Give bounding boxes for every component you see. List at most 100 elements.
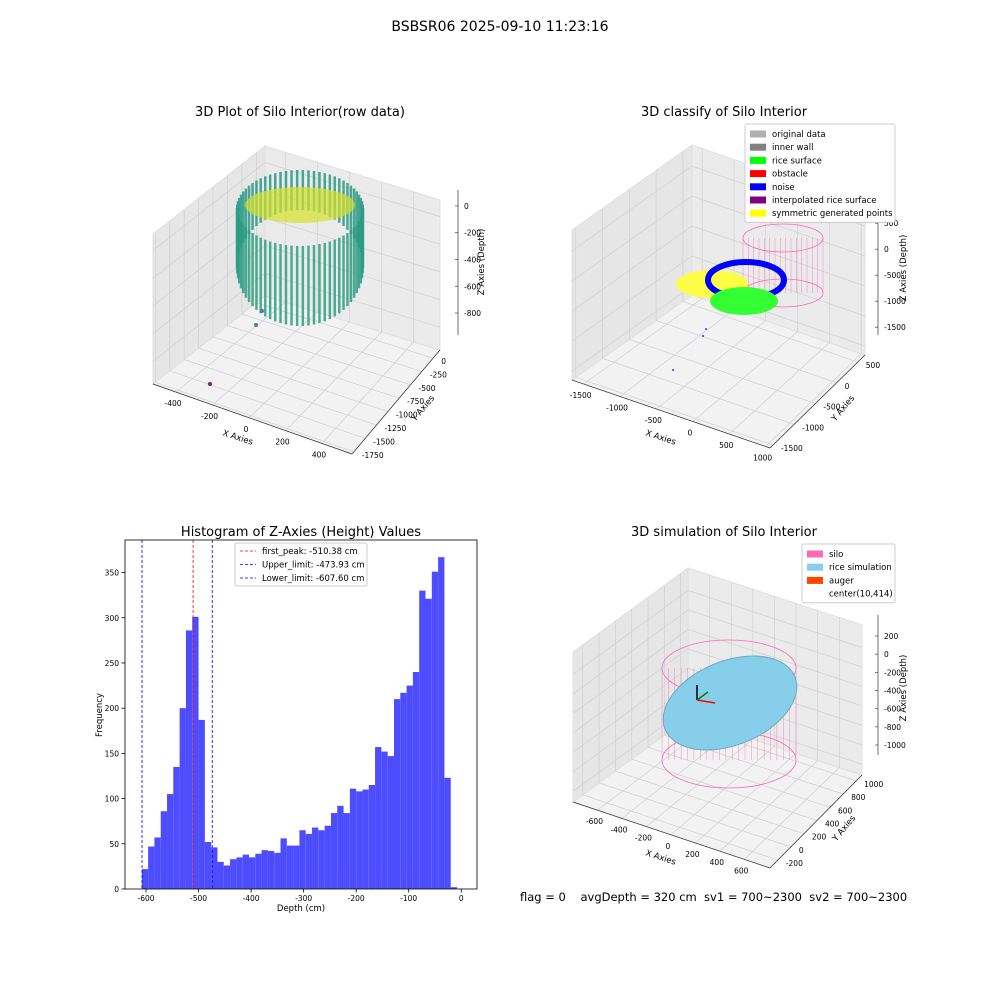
z-tick-label: -600	[464, 282, 481, 291]
x-tick-label: -500	[645, 416, 662, 425]
x-axis-label: Depth (cm)	[277, 904, 325, 914]
legend-label: rice simulation	[829, 563, 892, 573]
bar	[141, 869, 149, 889]
bar	[286, 845, 294, 889]
bar	[230, 859, 237, 889]
legend-label: auger	[829, 576, 854, 586]
z-tick-label: -1000	[884, 297, 906, 306]
y-tick-label: 1000	[864, 780, 883, 789]
x-tick-label: -600	[586, 817, 603, 826]
y-tick-label: -1250	[384, 424, 406, 433]
y-tick-label: 600	[838, 806, 853, 815]
bar	[299, 830, 306, 889]
bar	[375, 747, 382, 889]
legend-label: interpolated rice surface	[772, 196, 877, 206]
bar	[368, 785, 376, 889]
z-tick-label: -800	[464, 309, 481, 318]
bar	[393, 699, 401, 889]
y-tick-label: 300	[105, 614, 120, 623]
bar	[349, 788, 357, 889]
z-tick-label: -400	[884, 686, 901, 695]
bar	[330, 813, 338, 889]
x-tick-label: 0	[665, 842, 670, 851]
x-tick-label: -300	[295, 894, 312, 903]
y-tick-label: 0	[441, 357, 446, 366]
z-label: Z Axies (Depth)	[899, 655, 909, 722]
grid-line	[602, 358, 795, 425]
bar	[179, 708, 186, 889]
rice-simulation	[662, 655, 798, 751]
grid-line	[619, 309, 735, 397]
auger-axis	[696, 699, 716, 704]
x-tick-label: -400	[243, 894, 260, 903]
x-tick-label: -200	[201, 412, 218, 421]
y-tick-label: -250	[430, 370, 447, 379]
grid-line	[321, 341, 414, 444]
grid-line	[656, 320, 766, 410]
grid-line	[582, 794, 778, 861]
grid-line	[571, 225, 866, 312]
z-tick-label: 0	[884, 650, 889, 659]
legend-swatch	[750, 156, 766, 164]
x-tick-label: 200	[275, 438, 290, 447]
bar	[236, 857, 243, 889]
grid-line	[169, 370, 366, 439]
plot-frame	[124, 539, 478, 890]
figure-title: BSBSR06 2025-09-10 11:23:16	[391, 19, 608, 35]
bar	[450, 887, 458, 889]
y-tick-label: 200	[105, 704, 120, 713]
z-tick-label: 500	[884, 219, 899, 228]
x-tick-label: 400	[710, 858, 725, 867]
bar	[274, 852, 281, 889]
z-tick-label: -400	[464, 255, 481, 264]
grid-line	[646, 738, 754, 827]
bar	[267, 851, 275, 889]
x-axis	[571, 379, 771, 449]
z-label: Z Axies (Depth)	[477, 229, 487, 296]
z-tick-label: -200	[884, 668, 901, 677]
grid-line	[629, 339, 816, 404]
legend-label: obstacle	[772, 170, 808, 180]
x-tick-label: -400	[164, 399, 181, 408]
bar	[381, 751, 388, 889]
y-tick-label: -1750	[362, 451, 384, 460]
y-axis	[769, 774, 863, 869]
grid-line	[719, 760, 818, 852]
grid-line	[227, 325, 411, 386]
y-tick-label: 250	[105, 659, 120, 668]
y-tick-label: -1500	[373, 437, 395, 446]
outlier-point	[254, 323, 258, 327]
grid-line	[655, 320, 837, 384]
x-tick-label: 200	[685, 850, 700, 859]
grid-line	[695, 753, 797, 844]
bar	[242, 854, 249, 889]
bar	[318, 830, 325, 889]
grid-line	[175, 301, 286, 393]
y-tick-label: 0	[114, 885, 119, 894]
bar	[444, 777, 451, 889]
grid-line	[575, 377, 774, 446]
x-tick-label: 500	[719, 441, 734, 450]
legend-box	[234, 542, 368, 587]
legend-label: original data	[772, 130, 826, 140]
grid-line	[241, 313, 422, 372]
grid-line	[152, 162, 441, 251]
side-pane	[571, 144, 693, 381]
y-axis	[351, 349, 441, 455]
legend-swatch	[807, 550, 823, 558]
grid-line	[571, 255, 866, 342]
legend-swatch	[750, 143, 766, 151]
y-tick-label: -500	[419, 384, 436, 393]
bar	[154, 837, 161, 889]
grid-line	[728, 342, 830, 435]
x-tick-label: 0	[687, 429, 692, 438]
bar	[173, 766, 180, 889]
bar	[324, 825, 331, 889]
outlier-point	[208, 382, 212, 386]
x-tick-label: 1000	[753, 454, 772, 463]
grid-line	[285, 331, 382, 431]
legend-label: inner wall	[772, 143, 813, 153]
bar	[160, 811, 168, 889]
z-label: Z Axies (Depth)	[899, 235, 909, 302]
bar	[211, 847, 218, 889]
